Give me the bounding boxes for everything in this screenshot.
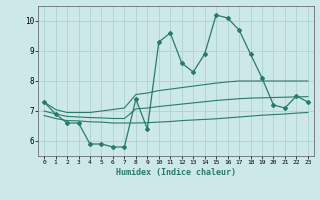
X-axis label: Humidex (Indice chaleur): Humidex (Indice chaleur) — [116, 168, 236, 177]
